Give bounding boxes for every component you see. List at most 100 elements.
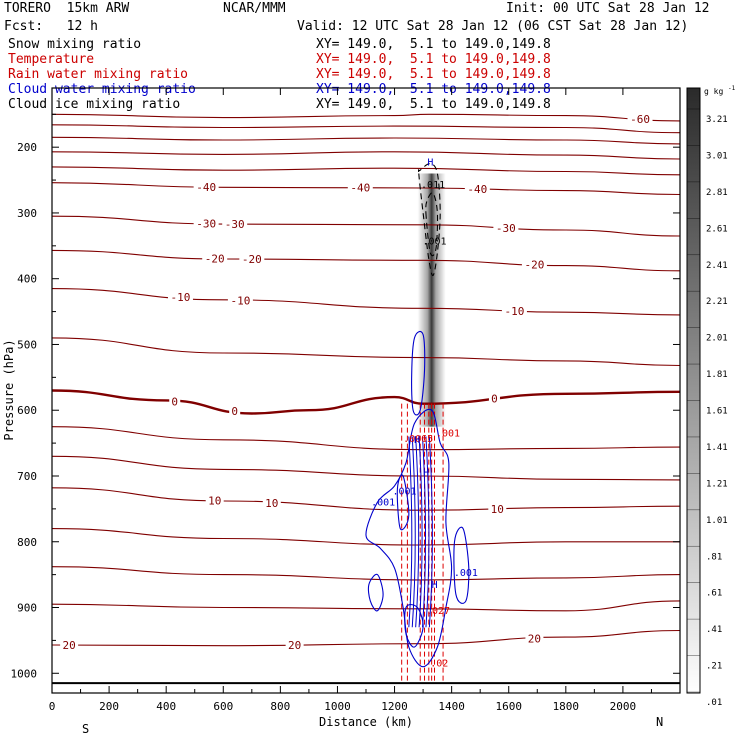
field-name-snow: Snow mixing ratio bbox=[8, 37, 142, 52]
isotherm-line bbox=[52, 151, 680, 160]
colorbar-tick-label: .81 bbox=[706, 552, 722, 562]
isotherm-label: -30 bbox=[496, 222, 516, 235]
isotherm-label-bg bbox=[347, 181, 373, 193]
cloud-water-contour bbox=[396, 474, 410, 531]
colorbar-tick-label: 1.01 bbox=[706, 516, 728, 526]
colorbar-tick-label: 2.21 bbox=[706, 297, 728, 307]
isotherm-label: 20 bbox=[528, 633, 541, 646]
isotherm-label-bg bbox=[193, 180, 219, 192]
colorbar-tick-label: 3.01 bbox=[706, 151, 728, 161]
isotherm-line bbox=[52, 487, 680, 511]
y-tick-label: 900 bbox=[17, 602, 37, 615]
isotherm-label-bg bbox=[169, 395, 181, 407]
isotherm-line bbox=[52, 215, 680, 237]
isotherm-line bbox=[52, 182, 680, 196]
isotherm-label: -40 bbox=[467, 183, 487, 196]
isotherm-label: -20 bbox=[242, 253, 262, 266]
y-axis-label: Pressure (hPa) bbox=[2, 339, 16, 440]
isotherm-label: -40 bbox=[196, 181, 216, 194]
cloud-water-label: .001 bbox=[454, 568, 478, 579]
max-marker: H bbox=[423, 468, 429, 479]
isotherm-line bbox=[52, 455, 680, 481]
cloud-ice-label: .011 bbox=[421, 180, 445, 191]
x-tick-label: 2000 bbox=[610, 700, 637, 713]
cloud-water-contour bbox=[367, 573, 384, 612]
isotherm-label: -10 bbox=[230, 294, 250, 307]
isotherm-line bbox=[52, 600, 680, 612]
isotherm-label-bg bbox=[525, 632, 544, 644]
cloud-water-core-line bbox=[408, 436, 413, 628]
colorbar-tick-label: 3.21 bbox=[706, 115, 728, 125]
cloud-ice-contour bbox=[417, 163, 441, 276]
isotherm-label-bg bbox=[202, 252, 228, 264]
isotherm-line bbox=[52, 166, 680, 176]
isotherm-label-bg bbox=[222, 218, 248, 230]
max-marker: H bbox=[427, 158, 433, 169]
isotherm-label-bg bbox=[262, 497, 281, 509]
isotherm-label-bg bbox=[501, 304, 527, 316]
field-xy-rain: XY= 149.0, 5.1 to 149.0,149.8 bbox=[316, 67, 551, 82]
isotherm-label-bg bbox=[627, 113, 653, 125]
cloud-water-contour bbox=[453, 526, 470, 604]
snow-shading-column bbox=[417, 173, 446, 427]
colorbar-tick-label: .21 bbox=[706, 662, 722, 672]
isotherm-label: -30 bbox=[225, 218, 245, 231]
colorbar-tick-label: .01 bbox=[706, 698, 722, 708]
isotherm-label: 0 bbox=[171, 396, 178, 409]
isotherm-line bbox=[52, 249, 680, 272]
y-tick-label: 1000 bbox=[11, 667, 38, 680]
max-marker: H bbox=[414, 435, 420, 446]
isotherm-label: 10 bbox=[208, 494, 221, 507]
rain-label: .02 bbox=[430, 659, 448, 670]
x-tick-label: 1600 bbox=[495, 700, 522, 713]
isotherm-label: -60 bbox=[630, 113, 650, 126]
cloud-water-core-line bbox=[425, 436, 430, 628]
y-tick-label: 400 bbox=[17, 273, 37, 286]
isotherm-label: -20 bbox=[205, 253, 225, 266]
x-axis-label: Distance (km) bbox=[319, 715, 413, 729]
max-marker: H bbox=[432, 580, 438, 591]
init-time: Init: 00 UTC Sat 28 Jan 12 bbox=[506, 1, 710, 16]
colorbar-tick-label: 1.21 bbox=[706, 479, 728, 489]
colorbar-tick-label: 1.81 bbox=[706, 370, 728, 380]
isotherm-label: 0 bbox=[491, 393, 498, 406]
colorbar-tick-label: 1.61 bbox=[706, 407, 728, 417]
cloud-water-contour bbox=[365, 408, 453, 668]
y-tick-label: 200 bbox=[17, 141, 37, 154]
isotherm-label-bg bbox=[521, 258, 547, 270]
colorbar-tick-label: 2.81 bbox=[706, 188, 728, 198]
colorbar-tick-label: 2.41 bbox=[706, 261, 728, 271]
cloud-ice-label: .001 bbox=[422, 237, 446, 248]
isotherm-label-bg bbox=[239, 253, 265, 265]
cloud-water-label: .001 bbox=[392, 486, 416, 497]
colorbar-tick-label: 2.61 bbox=[706, 224, 728, 234]
colorbar-tick-label: 1.41 bbox=[706, 443, 728, 453]
rain-label: .0065 bbox=[403, 434, 433, 445]
colorbar bbox=[686, 87, 701, 694]
isotherm-line bbox=[52, 426, 680, 451]
x-tick-label: 200 bbox=[99, 700, 119, 713]
field-xy-cloud-water: XY= 149.0, 5.1 to 149.0,149.8 bbox=[316, 82, 551, 97]
isotherm-label: 10 bbox=[265, 497, 278, 510]
isotherm-line bbox=[52, 288, 680, 316]
center-title: NCAR/MMM bbox=[223, 1, 286, 16]
isotherm-label-bg bbox=[488, 502, 507, 514]
isotherm-label-bg bbox=[167, 290, 193, 302]
isotherm-label: -20 bbox=[524, 258, 544, 271]
field-name-rain: Rain water mixing ratio bbox=[8, 67, 189, 82]
colorbar-tick-label: 2.01 bbox=[706, 334, 728, 344]
x-tick-label: 800 bbox=[270, 700, 290, 713]
x-tick-label: 0 bbox=[49, 700, 56, 713]
isotherm-line bbox=[52, 629, 680, 647]
isotherm-label: -10 bbox=[171, 291, 191, 304]
field-xy-snow: XY= 149.0, 5.1 to 149.0,149.8 bbox=[316, 37, 551, 52]
x-tick-label: 1200 bbox=[381, 700, 408, 713]
isotherm-label-bg bbox=[464, 182, 490, 194]
isotherm-line bbox=[52, 566, 680, 581]
isotherm-line bbox=[52, 136, 680, 145]
isotherm-label: -30 bbox=[196, 217, 216, 230]
forecast-hour: Fcst: 12 h bbox=[4, 19, 98, 34]
isotherm-line bbox=[52, 528, 680, 546]
field-xy-temperature: XY= 149.0, 5.1 to 149.0,149.8 bbox=[316, 52, 551, 67]
